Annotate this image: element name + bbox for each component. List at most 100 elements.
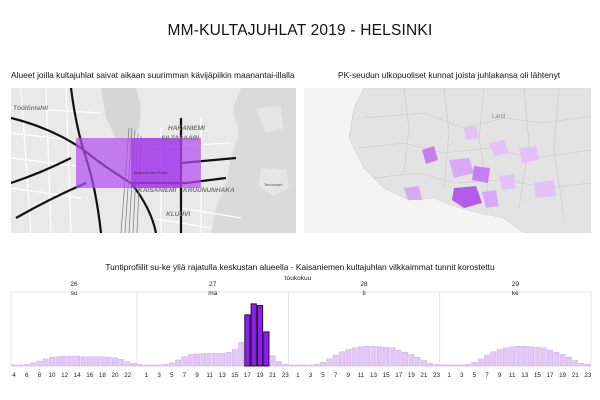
main-road: [11, 157, 72, 185]
day-panel: [287, 291, 441, 367]
bar: [99, 356, 106, 367]
bar: [187, 354, 194, 367]
bar: [112, 357, 118, 367]
x-tick-label: 3: [309, 372, 313, 379]
bar: [490, 351, 497, 367]
x-tick-label: 11: [509, 372, 516, 379]
bar: [559, 354, 566, 367]
day-date-label: 27: [209, 281, 217, 288]
x-tick-label: 7: [485, 372, 489, 379]
x-tick-label: 9: [498, 372, 502, 379]
bar: [156, 364, 163, 367]
bar: [42, 358, 49, 367]
day-weekday-label: ma: [208, 290, 217, 297]
bar: [55, 356, 62, 367]
bar: [149, 364, 156, 367]
x-tick-label: 17: [395, 372, 403, 379]
bar: [383, 347, 389, 367]
x-tick-label: 7: [334, 372, 338, 379]
highlight-bar: [244, 314, 251, 367]
bar: [168, 362, 175, 367]
bar: [93, 356, 99, 367]
map-label: KRUUNUNHAKA: [183, 187, 235, 194]
bar: [358, 346, 364, 367]
bar: [364, 345, 371, 367]
bar: [86, 356, 93, 367]
map-label: Kaisaniemen Puisto: [134, 171, 168, 175]
helsinki-center-map[interactable]: Töölönlahti HAKANIEMI SILTASAARI KAISANI…: [11, 88, 296, 233]
bar: [439, 364, 446, 367]
bar: [566, 356, 572, 367]
highlight-bar: [256, 305, 264, 367]
bar: [231, 349, 238, 367]
x-tick-label: 22: [124, 372, 132, 379]
day-date-label: 29: [512, 281, 520, 288]
bar: [408, 354, 415, 367]
bar: [181, 356, 188, 367]
map-label: KAISANIEMI: [138, 187, 176, 194]
bar: [458, 364, 465, 367]
bar: [509, 346, 516, 367]
bar: [452, 364, 459, 367]
bar: [36, 360, 43, 367]
bar: [433, 364, 440, 367]
bar: [49, 356, 55, 367]
x-tick-label: 11: [358, 372, 365, 379]
x-tick-label: 21: [572, 372, 580, 379]
bar: [572, 360, 579, 367]
day-weekday-label: ke: [512, 290, 519, 297]
bar: [389, 347, 396, 367]
bar: [578, 363, 585, 367]
x-tick-label: 4: [12, 372, 16, 379]
bar: [471, 361, 478, 367]
x-tick-label: 20: [112, 372, 120, 379]
bar: [584, 364, 591, 367]
x-tick-label: 3: [157, 372, 161, 379]
x-tick-label: 21: [269, 372, 277, 379]
bar: [553, 352, 560, 367]
highlight-bar: [263, 331, 270, 367]
bar: [213, 353, 219, 367]
x-tick-label: 5: [170, 372, 174, 379]
bar: [301, 364, 308, 367]
bar: [540, 347, 547, 367]
bar: [503, 347, 509, 367]
x-tick-label: 19: [257, 372, 265, 379]
municipality-map-graphic: Land: [304, 88, 591, 233]
x-tick-label: 16: [86, 372, 94, 379]
x-tick-label: 18: [99, 372, 107, 379]
x-tick-label: 3: [460, 372, 464, 379]
bar: [200, 353, 207, 367]
bar: [370, 345, 377, 367]
bar: [332, 354, 339, 367]
page-title: MM-KULTAJUHLAT 2019 - HELSINKI: [167, 22, 433, 39]
x-tick-label: 11: [206, 372, 213, 379]
bar: [395, 349, 402, 367]
day-panel: [10, 291, 138, 367]
chart-title: Tuntiprofiilit su-ke yliä rajatulla kesk…: [105, 262, 495, 272]
bar: [124, 361, 131, 367]
map-label: Töölönlahti: [13, 105, 48, 112]
x-tick-label: 12: [61, 372, 69, 379]
bar: [477, 358, 484, 367]
bar: [61, 355, 68, 367]
bar: [307, 364, 314, 367]
bar: [17, 364, 24, 367]
x-tick-label: 21: [420, 372, 428, 379]
bar: [282, 364, 289, 367]
bar: [547, 349, 553, 367]
municipality-map[interactable]: Land: [304, 88, 591, 233]
bar: [206, 353, 213, 367]
x-tick-label: 1: [296, 372, 300, 379]
bar: [276, 361, 282, 367]
map-label: HAKANIEMI: [168, 125, 205, 132]
bar: [137, 364, 144, 367]
bar: [320, 361, 326, 367]
hourly-profile-chart: toukokuu 26 su 27 ma 28 ti 29 ke 4 6 8 10 12 14 16 18 2…: [10, 275, 592, 379]
bar: [465, 364, 471, 367]
bar: [421, 360, 427, 367]
map-label: SILTASAARI: [161, 135, 199, 142]
island-shape: [259, 168, 289, 196]
highlighted-municipalities: [404, 126, 556, 208]
x-tick-label: 15: [231, 372, 239, 379]
